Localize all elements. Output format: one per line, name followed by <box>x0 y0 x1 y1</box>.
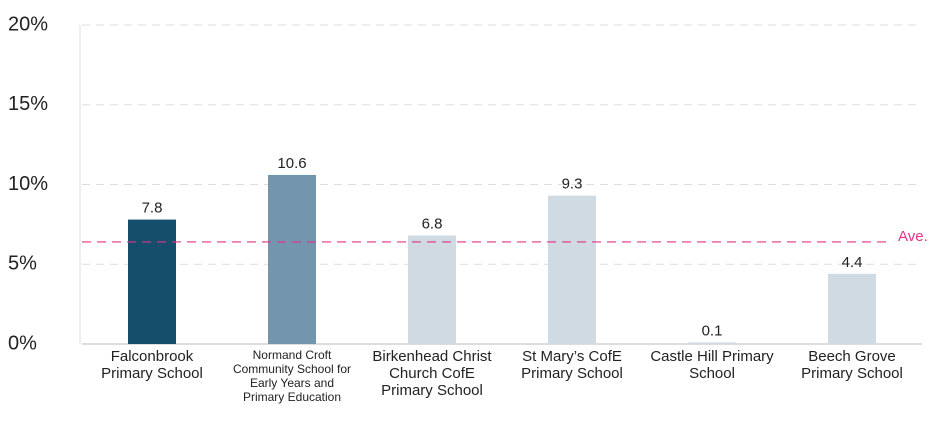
data-label: 0.1 <box>702 322 723 339</box>
y-tick-label: 0% <box>8 332 37 354</box>
y-tick-label: 5% <box>8 253 37 275</box>
bar <box>268 174 316 344</box>
bar <box>548 195 596 344</box>
bar <box>128 219 176 344</box>
data-label: 4.4 <box>842 254 863 271</box>
y-tick-label: 20% <box>8 13 48 35</box>
bar <box>408 235 456 344</box>
data-label: 7.8 <box>142 200 163 217</box>
data-label: 9.3 <box>562 176 583 193</box>
data-label: 10.6 <box>277 155 306 172</box>
data-label: 6.8 <box>422 216 443 233</box>
x-tick-label: Beech Grove Primary School <box>801 348 903 382</box>
x-tick-label: Birkenhead Christ Church CofE Primary Sc… <box>372 348 492 399</box>
bar <box>828 273 876 344</box>
x-tick-label: St Mary’s CofE Primary School <box>521 348 623 382</box>
y-tick-label: 15% <box>8 93 48 115</box>
y-tick-label: 10% <box>8 173 48 195</box>
x-tick-label: Falconbrook Primary School <box>101 348 203 382</box>
average-label: Ave. <box>898 228 928 245</box>
bar <box>688 342 736 344</box>
x-tick-label: Castle Hill Primary School <box>650 348 774 382</box>
x-tick-label: Normand Croft Community School for Early… <box>232 348 352 404</box>
